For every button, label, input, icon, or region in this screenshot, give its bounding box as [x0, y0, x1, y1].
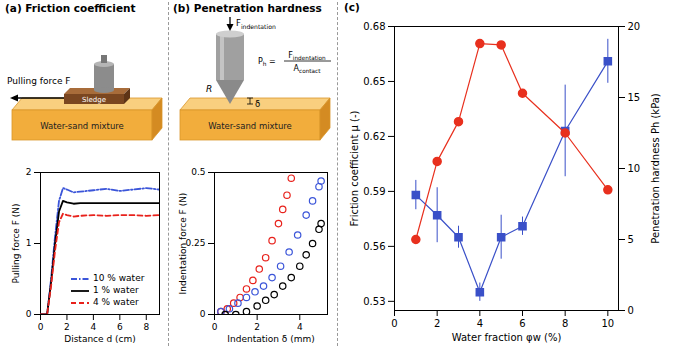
- svg-text:2: 2: [26, 167, 32, 177]
- svg-text:Friction coefficient μ (-): Friction coefficient μ (-): [349, 110, 360, 226]
- svg-text:Indentation force F (N): Indentation force F (N): [178, 193, 188, 295]
- svg-text:10: 10: [601, 318, 614, 329]
- html-text:1 % water: 1 % water: [93, 285, 139, 295]
- svg-text:R: R: [206, 84, 212, 94]
- svg-text:Penetration hardness Ph (kPa): Penetration hardness Ph (kPa): [650, 93, 661, 244]
- svg-text:6: 6: [117, 322, 123, 332]
- svg-text:Acontact: Acontact: [293, 64, 321, 74]
- svg-text:2: 2: [434, 318, 440, 329]
- svg-text:6: 6: [519, 318, 525, 329]
- svg-text:10: 10: [628, 163, 641, 174]
- svg-text:15: 15: [628, 92, 641, 103]
- svg-text:Findentation: Findentation: [288, 51, 326, 61]
- svg-text:0.56: 0.56: [363, 241, 385, 252]
- html-text:4 % water: 4 % water: [93, 297, 139, 307]
- svg-text:0: 0: [391, 318, 397, 329]
- html-text:(c): (c): [344, 1, 360, 13]
- html-text:10 % water: 10 % water: [93, 273, 145, 283]
- svg-text:Pulling force F (N): Pulling force F (N): [11, 203, 21, 283]
- svg-text:0.5: 0.5: [191, 167, 205, 177]
- svg-text:0: 0: [26, 309, 32, 319]
- svg-text:0.62: 0.62: [363, 131, 385, 142]
- svg-text:0.68: 0.68: [363, 21, 385, 32]
- svg-text:(a) Friction coefficient: (a) Friction coefficient: [5, 2, 136, 14]
- svg-text:Pulling force F: Pulling force F: [7, 76, 70, 86]
- svg-text:Water-sand mixture: Water-sand mixture: [40, 121, 124, 131]
- svg-text:0.25: 0.25: [185, 238, 205, 248]
- svg-text:20: 20: [628, 21, 641, 32]
- svg-text:8: 8: [143, 322, 149, 332]
- svg-text:0: 0: [38, 322, 44, 332]
- svg-text:0: 0: [628, 305, 634, 316]
- svg-text:δ: δ: [255, 99, 260, 109]
- svg-text:Water fraction φw (%): Water fraction φw (%): [452, 332, 562, 343]
- svg-text:0.65: 0.65: [363, 76, 385, 87]
- svg-text:4: 4: [477, 318, 483, 329]
- svg-text:0: 0: [212, 322, 218, 332]
- svg-text:1: 1: [26, 238, 32, 248]
- svg-text:Findentation: Findentation: [236, 18, 276, 30]
- svg-text:2: 2: [254, 322, 260, 332]
- svg-text:4: 4: [297, 322, 303, 332]
- svg-text:Indentation δ (mm): Indentation δ (mm): [227, 334, 314, 344]
- svg-text:0.59: 0.59: [363, 186, 385, 197]
- svg-text:5: 5: [628, 234, 634, 245]
- svg-text:Water-sand mixture: Water-sand mixture: [208, 121, 292, 131]
- svg-text:Ph =: Ph =: [258, 57, 276, 67]
- svg-text:Distance d (cm): Distance d (cm): [64, 334, 136, 344]
- svg-text:0: 0: [200, 309, 206, 319]
- svg-text:(b) Penetration hardness: (b) Penetration hardness: [173, 2, 322, 14]
- svg-text:Sledge: Sledge: [82, 96, 106, 104]
- svg-text:0.53: 0.53: [363, 296, 385, 307]
- svg-text:2: 2: [64, 322, 70, 332]
- svg-text:4: 4: [91, 322, 97, 332]
- svg-text:8: 8: [562, 318, 568, 329]
